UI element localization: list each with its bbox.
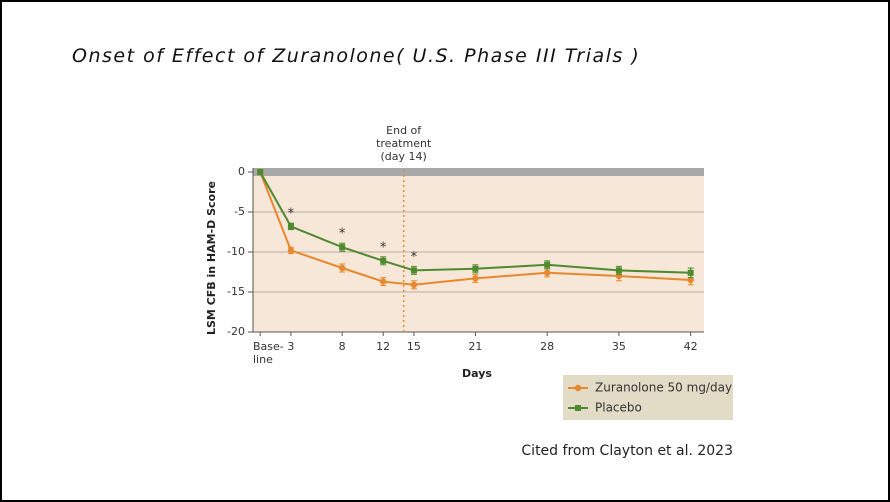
significance-marker: * bbox=[411, 250, 418, 265]
plot-background bbox=[253, 168, 704, 332]
legend-box bbox=[563, 375, 733, 420]
marker bbox=[543, 269, 551, 276]
y-axis-label: LSM CFB in HAM-D Score bbox=[205, 181, 218, 335]
x-tick-label: 28 bbox=[540, 340, 554, 353]
x-tick-label: 8 bbox=[339, 340, 346, 353]
marker bbox=[339, 244, 346, 251]
legend-marker bbox=[575, 405, 581, 411]
marker bbox=[287, 247, 295, 254]
chart-title: Onset of Effect of Zuranolone( U.S. Phas… bbox=[72, 45, 640, 67]
marker bbox=[287, 223, 294, 230]
y-tick-label: -10 bbox=[227, 245, 245, 258]
y-tick-label: -5 bbox=[234, 205, 245, 218]
marker bbox=[410, 267, 417, 274]
y-tick-label: -15 bbox=[227, 285, 245, 298]
x-tick-label: 35 bbox=[612, 340, 626, 353]
x-tick-label: 3 bbox=[287, 340, 294, 353]
end-of-treatment-label: End of treatment (day 14) bbox=[376, 124, 432, 163]
marker bbox=[257, 169, 264, 175]
legend-marker bbox=[574, 384, 582, 392]
x-tick-label: 15 bbox=[407, 340, 421, 353]
marker bbox=[687, 276, 694, 284]
source-citation: Cited from Clayton et al. 2023 bbox=[521, 443, 733, 459]
y-tick-label: 0 bbox=[238, 165, 245, 178]
marker bbox=[338, 264, 346, 272]
x-tick-label: 21 bbox=[468, 340, 482, 353]
marker bbox=[379, 278, 387, 285]
x-tick-label: Base-line bbox=[253, 340, 284, 366]
significance-marker: * bbox=[288, 207, 295, 222]
significance-marker: * bbox=[339, 227, 346, 242]
legend-label: Placebo bbox=[595, 401, 642, 415]
significance-marker: * bbox=[380, 240, 387, 255]
x-axis-label: Days bbox=[462, 367, 492, 380]
marker bbox=[687, 269, 694, 276]
marker bbox=[472, 265, 479, 272]
x-tick-label: 42 bbox=[684, 340, 698, 353]
marker bbox=[544, 261, 551, 268]
marker bbox=[380, 257, 387, 264]
marker bbox=[410, 281, 418, 288]
marker bbox=[472, 275, 479, 282]
marker bbox=[615, 267, 622, 274]
legend-label: Zuranolone 50 mg/day bbox=[595, 381, 732, 395]
x-tick-label: 12 bbox=[376, 340, 390, 353]
y-tick-label: -20 bbox=[227, 325, 245, 338]
